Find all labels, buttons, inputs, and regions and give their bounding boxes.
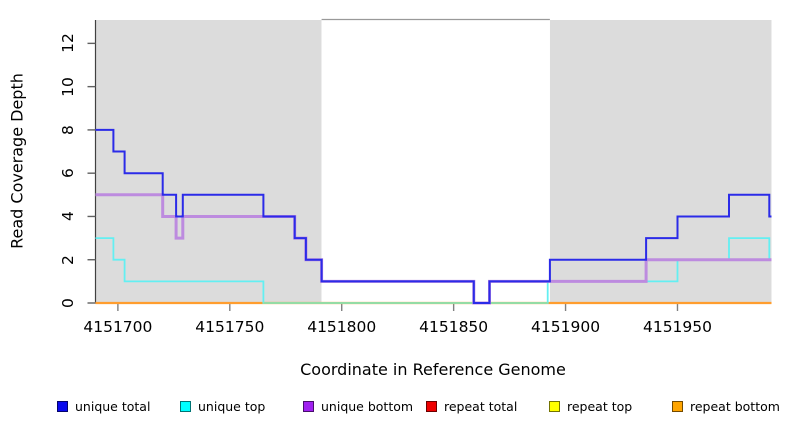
center-white-region [321,20,550,303]
left-gray-region [95,20,322,303]
y-tick-label: 8 [59,124,77,135]
legend-item-repeat-top: repeat top [549,399,672,414]
legend-item-unique-top: unique top [180,399,303,414]
legend-item-unique-bottom: unique bottom [303,399,426,414]
y-tick-label: 2 [59,254,77,265]
y-tick-label: 0 [59,298,77,308]
legend-label: repeat total [444,399,518,414]
x-tick-label: 4151700 [83,318,153,336]
legend-swatch-repeat-top [549,401,560,412]
y-tick-label: 10 [59,76,77,97]
unique-top-line [95,237,772,304]
legend-label: repeat top [567,399,633,414]
x-tick-label: 4151950 [642,318,712,336]
y-axis-title: Read Coverage Depth [7,73,27,249]
unique-total-line [95,128,772,304]
x-tick-label: 4151900 [531,318,601,336]
chart-legend: unique total unique top unique bottom repea… [57,399,787,414]
y-tick-label: 12 [59,33,77,54]
y-tick-label: 6 [59,168,77,179]
chart-canvas [87,18,772,311]
legend-swatch-unique-bottom [303,401,314,412]
legend-item-repeat-bottom: repeat bottom [672,399,792,414]
legend-label: unique bottom [321,399,414,414]
legend-label: repeat bottom [690,399,780,414]
x-axis-title: Coordinate in Reference Genome [300,360,566,379]
legend-swatch-repeat-total [426,401,437,412]
legend-item-repeat-total: repeat total [426,399,549,414]
legend-swatch-unique-top [180,401,191,412]
y-tick-label: 4 [59,211,77,222]
x-tick-label: 4151800 [307,318,377,336]
x-tick-label: 4151850 [419,318,489,336]
x-tick-label: 4151750 [195,318,265,336]
legend-swatch-unique-total [57,401,68,412]
legend-item-unique-total: unique total [57,399,180,414]
right-gray-region [549,20,772,303]
legend-label: unique total [75,399,151,414]
legend-swatch-repeat-bottom [672,401,683,412]
legend-label: unique top [198,399,266,414]
